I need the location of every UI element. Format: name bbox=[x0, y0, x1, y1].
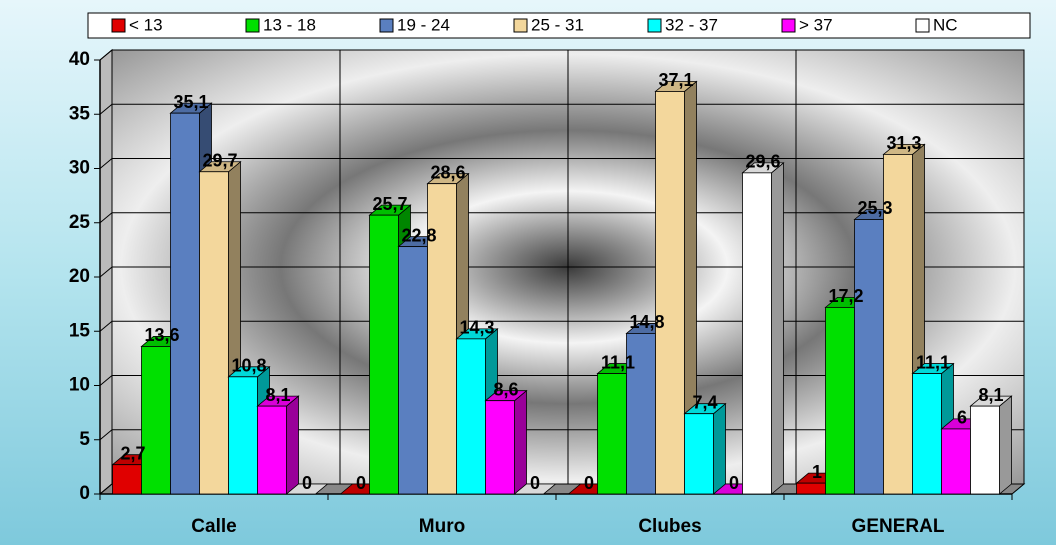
legend-swatch bbox=[111, 18, 126, 33]
bar bbox=[684, 413, 714, 495]
x-tick-label: Muro bbox=[419, 516, 465, 537]
bar bbox=[141, 346, 171, 495]
legend-swatch bbox=[245, 18, 260, 33]
value-label: 14,8 bbox=[629, 312, 664, 332]
bar bbox=[112, 464, 142, 495]
value-label: 11,1 bbox=[601, 352, 635, 372]
bar-side bbox=[713, 402, 726, 495]
value-label: 7,4 bbox=[692, 392, 717, 412]
bar bbox=[883, 153, 913, 495]
value-label: 8,6 bbox=[493, 379, 518, 399]
value-label: 1 bbox=[812, 462, 822, 482]
value-label: 14,3 bbox=[459, 318, 494, 338]
bar bbox=[456, 338, 486, 495]
bar bbox=[854, 219, 884, 495]
bar bbox=[228, 376, 258, 495]
x-tick-label: Clubes bbox=[638, 516, 701, 537]
bar bbox=[825, 306, 855, 495]
value-labels: 2,7 13,6 35,1 29,7 10,8 8,1 0 0 25,7 22,8 28,6 14,3… bbox=[120, 70, 1003, 493]
legend-label: 25 - 31 bbox=[531, 15, 584, 34]
value-label: 0 bbox=[530, 473, 540, 493]
value-label: 8,1 bbox=[265, 385, 290, 405]
value-label: 11,1 bbox=[916, 352, 950, 372]
x-tick-label: GENERAL bbox=[852, 516, 945, 537]
bar-side bbox=[286, 395, 299, 495]
value-label: 0 bbox=[356, 473, 366, 493]
bar bbox=[941, 428, 971, 495]
value-label: 13,6 bbox=[144, 325, 179, 345]
value-label: 6 bbox=[957, 408, 967, 428]
y-tick-label: 5 bbox=[79, 429, 90, 450]
y-tick-label: 30 bbox=[69, 158, 90, 179]
y-tick-label: 10 bbox=[69, 375, 90, 396]
bar-side bbox=[514, 389, 527, 495]
value-label: 37,1 bbox=[658, 70, 693, 90]
value-label: 25,7 bbox=[372, 194, 407, 214]
legend-swatch bbox=[647, 18, 662, 33]
legend-box bbox=[87, 12, 1031, 39]
value-label: 0 bbox=[302, 473, 312, 493]
bar bbox=[170, 112, 200, 495]
y-tick-label: 0 bbox=[79, 483, 90, 504]
bar-top bbox=[285, 483, 329, 495]
value-label: 35,1 bbox=[173, 92, 208, 112]
bar bbox=[796, 482, 826, 495]
value-label: 25,3 bbox=[857, 198, 892, 218]
value-label: 8,1 bbox=[978, 385, 1003, 405]
bar bbox=[485, 400, 515, 495]
bar bbox=[257, 405, 287, 495]
y-tick-label: 15 bbox=[69, 320, 91, 341]
y-tick-label: 25 bbox=[69, 212, 91, 233]
y-tick-label: 40 bbox=[69, 49, 90, 70]
legend-label: < 13 bbox=[129, 15, 163, 34]
value-label: 0 bbox=[729, 473, 739, 493]
bar-side bbox=[771, 161, 784, 495]
value-label: 17,2 bbox=[828, 286, 863, 306]
value-label: 0 bbox=[584, 473, 594, 493]
legend-label: 19 - 24 bbox=[397, 15, 450, 34]
bar bbox=[970, 405, 1000, 495]
bar-side bbox=[999, 395, 1012, 495]
value-label: 29,6 bbox=[745, 152, 780, 172]
x-tick-label: Calle bbox=[191, 516, 236, 537]
legend-label: > 37 bbox=[799, 15, 833, 34]
y-tick-label: 20 bbox=[69, 266, 90, 287]
legend-swatch bbox=[379, 18, 394, 33]
legend-label: 32 - 37 bbox=[665, 15, 718, 34]
value-label: 29,7 bbox=[202, 151, 237, 171]
legend-label: NC bbox=[933, 15, 958, 34]
bar bbox=[912, 373, 942, 495]
legend-swatch bbox=[513, 18, 528, 33]
legend-label: 13 - 18 bbox=[263, 15, 316, 34]
value-label: 31,3 bbox=[886, 133, 921, 153]
value-label: 10,8 bbox=[231, 356, 266, 376]
legend-swatch bbox=[781, 18, 796, 33]
bar-top bbox=[513, 483, 557, 495]
bar bbox=[199, 171, 229, 495]
bar bbox=[369, 214, 399, 495]
value-label: 28,6 bbox=[430, 162, 465, 182]
value-label: 22,8 bbox=[401, 225, 436, 245]
bar bbox=[742, 172, 772, 495]
bar bbox=[655, 91, 685, 495]
bars bbox=[111, 80, 1013, 495]
bar bbox=[597, 373, 627, 495]
bar bbox=[398, 246, 428, 495]
legend-swatch bbox=[915, 18, 930, 33]
y-tick-label: 35 bbox=[69, 103, 91, 124]
value-label: 2,7 bbox=[120, 443, 145, 463]
